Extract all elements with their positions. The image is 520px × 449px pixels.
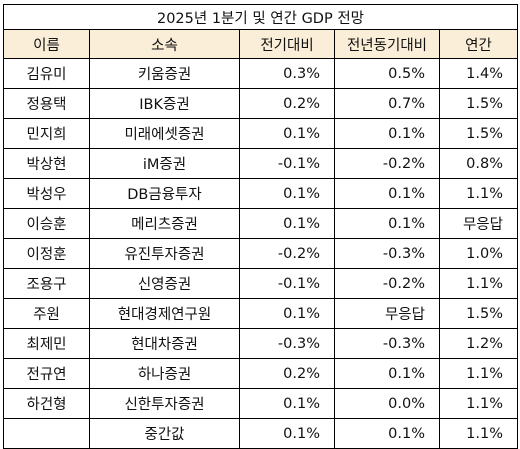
name-cell: 박성우	[3, 178, 90, 209]
yoy-cell: 0.0%	[334, 388, 440, 419]
yoy-cell: -0.3%	[334, 328, 440, 359]
annual-cell: 무응답	[439, 208, 518, 239]
yoy-cell: 0.1%	[334, 118, 440, 149]
qoq-cell: -0.1%	[239, 148, 335, 179]
median-qoq-cell: 0.1%	[239, 418, 335, 449]
name-cell: 김유미	[3, 58, 90, 89]
firm-cell: 키움증권	[89, 58, 240, 89]
yoy-cell: 무응답	[334, 298, 440, 329]
yoy-cell: 0.1%	[334, 178, 440, 209]
qoq-cell: 0.2%	[239, 88, 335, 119]
column-header-qoq: 전기대비	[239, 29, 335, 59]
annual-cell: 0.8%	[439, 148, 518, 179]
firm-cell: 미래에셋증권	[89, 118, 240, 149]
firm-cell: 신한투자증권	[89, 388, 240, 419]
yoy-cell: 0.1%	[334, 208, 440, 239]
firm-cell: 유진투자증권	[89, 238, 240, 269]
yoy-cell: 0.7%	[334, 88, 440, 119]
table-row: 박성우 DB금융투자 0.1% 0.1% 1.1%	[3, 178, 518, 209]
annual-cell: 1.1%	[439, 358, 518, 389]
firm-cell: 신영증권	[89, 268, 240, 299]
median-label: 중간값	[89, 418, 240, 449]
annual-cell: 1.4%	[439, 58, 518, 89]
table-title-row: 2025년 1분기 및 연간 GDP 전망	[3, 4, 518, 30]
annual-cell: 1.1%	[439, 388, 518, 419]
firm-cell: 현대차증권	[89, 328, 240, 359]
annual-cell: 1.0%	[439, 238, 518, 269]
table-row: 이승훈 메리츠증권 0.1% 0.1% 무응답	[3, 208, 518, 239]
name-cell: 정용택	[3, 88, 90, 119]
gdp-forecast-table: 2025년 1분기 및 연간 GDP 전망 이름 소속 전기대비 전년동기대비 …	[3, 4, 518, 449]
column-header-row: 이름 소속 전기대비 전년동기대비 연간	[3, 29, 518, 59]
median-row: 중간값 0.1% 0.1% 1.1%	[3, 418, 518, 449]
annual-cell: 1.5%	[439, 88, 518, 119]
table-row: 정용택 IBK증권 0.2% 0.7% 1.5%	[3, 88, 518, 119]
table-row: 김유미 키움증권 0.3% 0.5% 1.4%	[3, 58, 518, 89]
qoq-cell: 0.3%	[239, 58, 335, 89]
table-row: 이정훈 유진투자증권 -0.2% -0.3% 1.0%	[3, 238, 518, 269]
qoq-cell: -0.2%	[239, 238, 335, 269]
qoq-cell: 0.1%	[239, 388, 335, 419]
name-cell: 최제민	[3, 328, 90, 359]
table-row: 조용구 신영증권 -0.1% -0.2% 1.1%	[3, 268, 518, 299]
spreadsheet-view: 2025년 1분기 및 연간 GDP 전망 이름 소속 전기대비 전년동기대비 …	[3, 4, 518, 449]
name-cell: 조용구	[3, 268, 90, 299]
firm-cell: DB금융투자	[89, 178, 240, 209]
name-cell: 박상현	[3, 148, 90, 179]
yoy-cell: 0.5%	[334, 58, 440, 89]
table-row: 주원 현대경제연구원 0.1% 무응답 1.5%	[3, 298, 518, 329]
yoy-cell: 0.1%	[334, 358, 440, 389]
firm-cell: IBK증권	[89, 88, 240, 119]
qoq-cell: 0.1%	[239, 118, 335, 149]
qoq-cell: 0.1%	[239, 298, 335, 329]
column-header-yoy: 전년동기대비	[334, 29, 440, 59]
table-row: 전규연 하나증권 0.2% 0.1% 1.1%	[3, 358, 518, 389]
firm-cell: 현대경제연구원	[89, 298, 240, 329]
column-header-name: 이름	[3, 29, 90, 59]
firm-cell: 메리츠증권	[89, 208, 240, 239]
qoq-cell: 0.1%	[239, 178, 335, 209]
table-row: 최제민 현대차증권 -0.3% -0.3% 1.2%	[3, 328, 518, 359]
annual-cell: 1.1%	[439, 268, 518, 299]
name-cell: 하건형	[3, 388, 90, 419]
qoq-cell: -0.1%	[239, 268, 335, 299]
name-cell: 이정훈	[3, 238, 90, 269]
annual-cell: 1.5%	[439, 118, 518, 149]
name-cell: 민지희	[3, 118, 90, 149]
median-empty-cell	[3, 418, 90, 449]
column-header-annual: 연간	[439, 29, 518, 59]
median-annual-cell: 1.1%	[439, 418, 518, 449]
annual-cell: 1.2%	[439, 328, 518, 359]
name-cell: 이승훈	[3, 208, 90, 239]
table-title: 2025년 1분기 및 연간 GDP 전망	[3, 4, 518, 30]
table-row: 박상현 iM증권 -0.1% -0.2% 0.8%	[3, 148, 518, 179]
yoy-cell: -0.2%	[334, 268, 440, 299]
table-body: 김유미 키움증권 0.3% 0.5% 1.4% 정용택 IBK증권 0.2% 0.7% 1.5% 민…	[3, 58, 518, 419]
yoy-cell: -0.2%	[334, 148, 440, 179]
firm-cell: iM증권	[89, 148, 240, 179]
name-cell: 주원	[3, 298, 90, 329]
firm-cell: 하나증권	[89, 358, 240, 389]
column-header-firm: 소속	[89, 29, 240, 59]
annual-cell: 1.5%	[439, 298, 518, 329]
table-row: 하건형 신한투자증권 0.1% 0.0% 1.1%	[3, 388, 518, 419]
yoy-cell: -0.3%	[334, 238, 440, 269]
annual-cell: 1.1%	[439, 178, 518, 209]
name-cell: 전규연	[3, 358, 90, 389]
table-row: 민지희 미래에셋증권 0.1% 0.1% 1.5%	[3, 118, 518, 149]
median-yoy-cell: 0.1%	[334, 418, 440, 449]
qoq-cell: 0.2%	[239, 358, 335, 389]
qoq-cell: -0.3%	[239, 328, 335, 359]
qoq-cell: 0.1%	[239, 208, 335, 239]
